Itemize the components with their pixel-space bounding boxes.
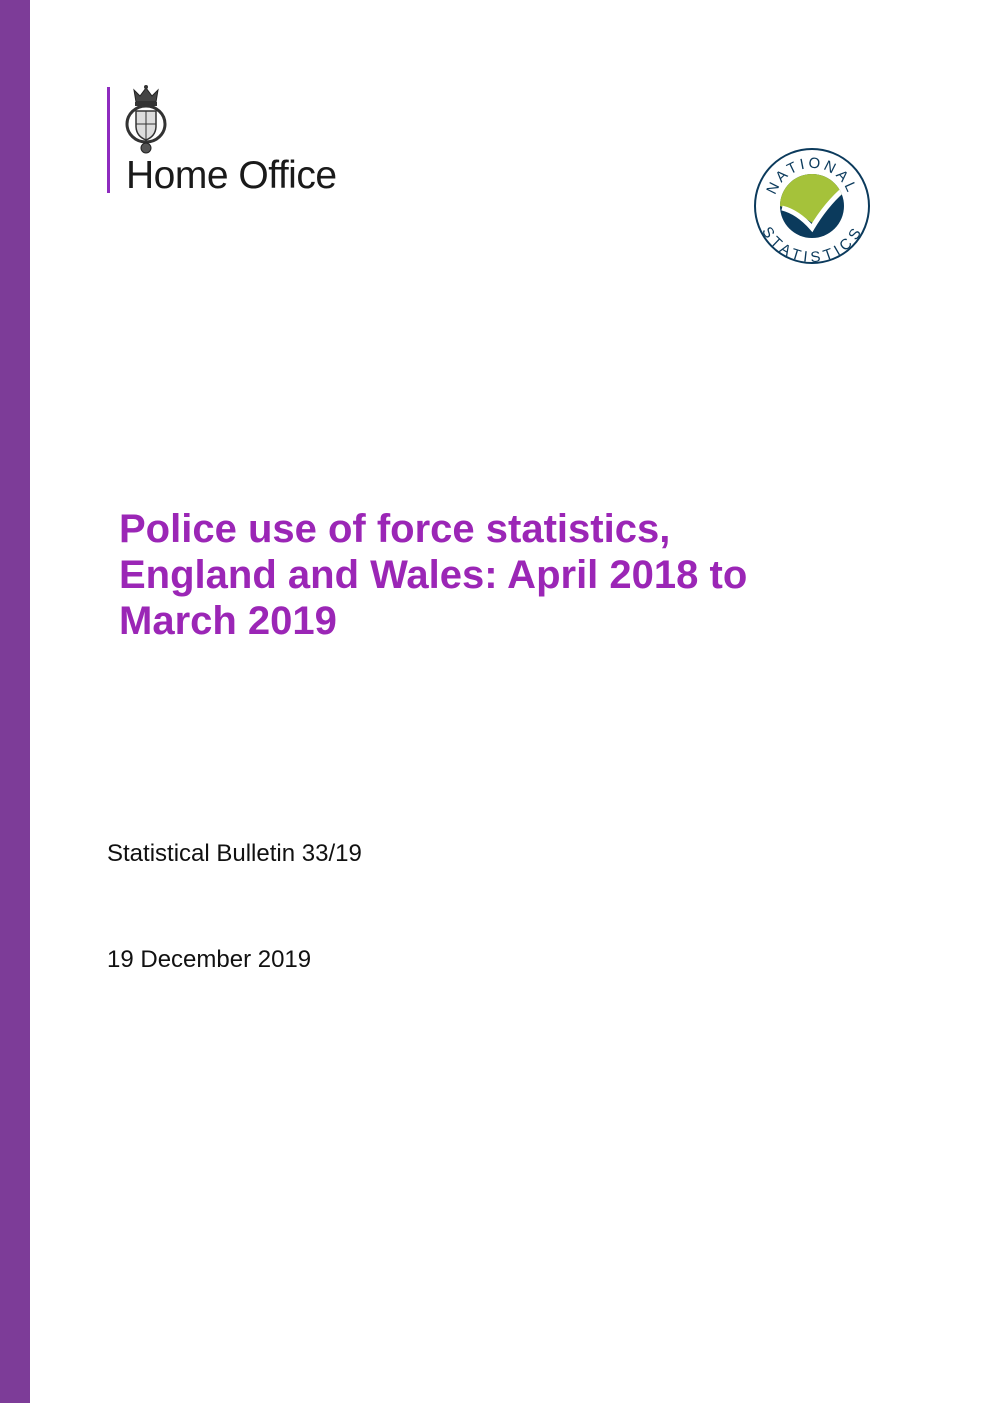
national-statistics-badge: NATIONAL STATISTICS [754, 148, 870, 266]
bulletin-number: Statistical Bulletin 33/19 [107, 840, 362, 867]
royal-crest-icon [125, 85, 167, 154]
title-line: England and Wales: April 2018 to [119, 553, 748, 597]
logo-rule [107, 87, 110, 193]
document-title: Police use of force statistics, England … [119, 506, 879, 644]
organisation-name: Home Office [126, 154, 337, 197]
title-line: Police use of force statistics, [119, 507, 671, 551]
title-line: March 2019 [119, 599, 337, 643]
purple-sidebar-band [0, 0, 30, 1403]
publication-date: 19 December 2019 [107, 946, 312, 973]
